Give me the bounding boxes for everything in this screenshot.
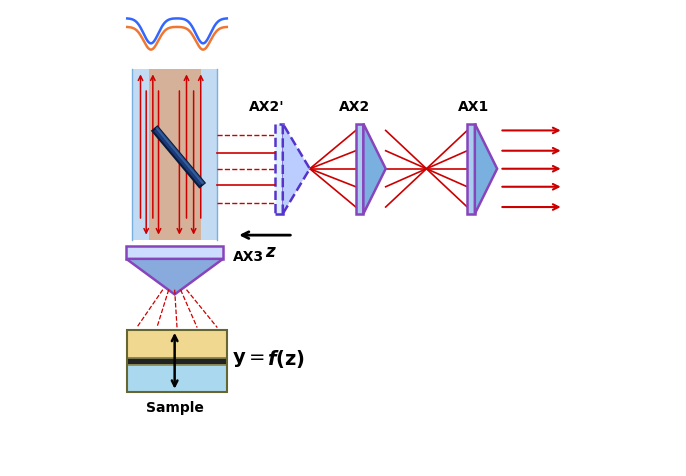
Text: z: z xyxy=(265,243,274,261)
Polygon shape xyxy=(155,127,204,185)
Polygon shape xyxy=(127,330,227,359)
Polygon shape xyxy=(467,124,475,214)
Text: AX2: AX2 xyxy=(340,100,370,114)
Polygon shape xyxy=(126,259,223,295)
Text: Sample: Sample xyxy=(145,400,204,414)
Polygon shape xyxy=(127,359,227,365)
Text: $\bfit{f}$$\mathbf{(z)}$: $\bfit{f}$$\mathbf{(z)}$ xyxy=(267,347,305,370)
Text: $\mathbf{y} = $: $\mathbf{y} = $ xyxy=(232,349,264,368)
Polygon shape xyxy=(152,127,204,188)
Polygon shape xyxy=(364,124,386,214)
Text: AX3: AX3 xyxy=(233,250,263,264)
Polygon shape xyxy=(132,70,217,240)
Polygon shape xyxy=(356,124,364,214)
Polygon shape xyxy=(283,124,310,214)
Text: AX1: AX1 xyxy=(458,100,489,114)
Polygon shape xyxy=(149,70,201,240)
Polygon shape xyxy=(275,124,283,214)
Text: AX2': AX2' xyxy=(249,100,285,114)
Polygon shape xyxy=(126,247,223,259)
Polygon shape xyxy=(127,365,227,392)
Polygon shape xyxy=(475,124,497,214)
Polygon shape xyxy=(131,262,218,295)
